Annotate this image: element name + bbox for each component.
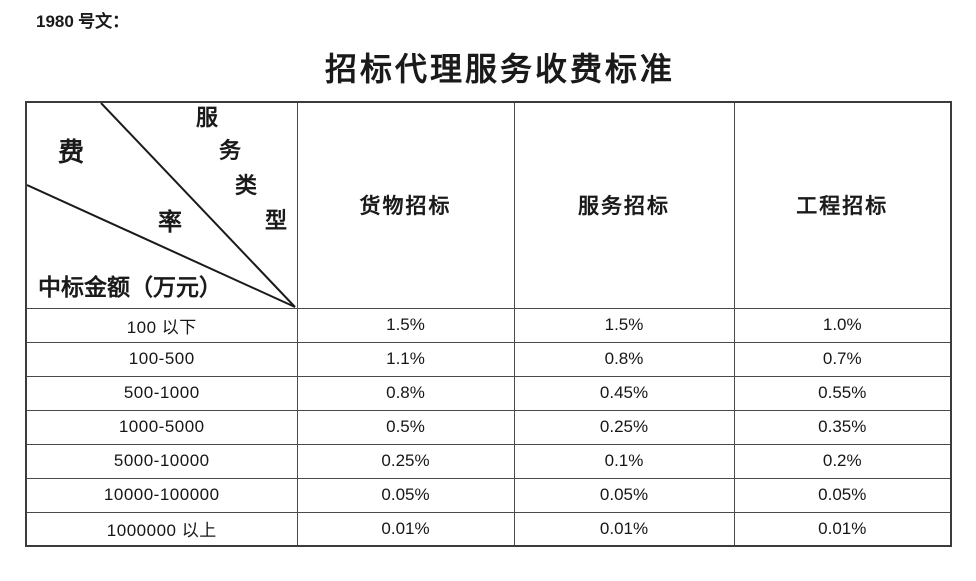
table-row: 1000000 以上 0.01% 0.01% 0.01% xyxy=(25,511,952,547)
row-label: 100 以下 xyxy=(25,307,298,343)
diagonal-divider-lines xyxy=(27,103,296,307)
corner-fee-rate-char: 率 xyxy=(158,210,182,236)
corner-service-type-char: 服 xyxy=(196,105,219,130)
row-label: 1000-5000 xyxy=(25,409,298,445)
fee-cell: 0.45% xyxy=(513,375,735,411)
fee-cell: 0.01% xyxy=(513,511,735,547)
fee-cell: 1.0% xyxy=(733,307,952,343)
fee-cell: 0.05% xyxy=(733,477,952,513)
row-label: 10000-100000 xyxy=(25,477,298,513)
corner-bid-amount-label: 中标金额（万元） xyxy=(38,275,222,300)
doc-number-suffix: 号文： xyxy=(73,12,130,31)
row-label: 500-1000 xyxy=(25,375,298,411)
fee-cell: 0.1% xyxy=(513,443,735,479)
corner-service-type-char: 型 xyxy=(265,208,288,233)
fee-cell: 0.05% xyxy=(513,477,735,513)
table-row: 100-500 1.1% 0.8% 0.7% xyxy=(25,341,952,377)
fee-cell: 0.35% xyxy=(733,409,952,445)
fee-cell: 0.5% xyxy=(296,409,515,445)
table-row: 10000-100000 0.05% 0.05% 0.05% xyxy=(25,477,952,513)
column-header-engineering: 工程招标 xyxy=(733,101,952,309)
row-label: 1000000 以上 xyxy=(25,511,298,547)
doc-number-label: 1980 号文： xyxy=(36,7,129,32)
fee-cell: 0.55% xyxy=(733,375,952,411)
fee-cell: 1.5% xyxy=(513,307,735,343)
column-header-services: 服务招标 xyxy=(513,101,735,309)
fee-cell: 1.1% xyxy=(296,341,515,377)
column-header-goods: 货物招标 xyxy=(296,101,515,309)
fee-table: 服 务 类 型 费 率 中标金额（万元） 货物招标 服务招标 工程招标 100 … xyxy=(25,101,952,547)
table-row: 1000-5000 0.5% 0.25% 0.35% xyxy=(25,409,952,445)
header-row: 服 务 类 型 费 率 中标金额（万元） 货物招标 服务招标 工程招标 xyxy=(25,101,952,309)
fee-cell: 0.2% xyxy=(733,443,952,479)
corner-service-type-char: 类 xyxy=(235,173,258,198)
fee-cell: 1.5% xyxy=(296,307,515,343)
fee-cell: 0.25% xyxy=(296,443,515,479)
fee-cell: 0.8% xyxy=(513,341,735,377)
table-row: 100 以下 1.5% 1.5% 1.0% xyxy=(25,307,952,343)
fee-cell: 0.01% xyxy=(296,511,515,547)
corner-header-cell: 服 务 类 型 费 率 中标金额（万元） xyxy=(25,101,298,309)
table-row: 500-1000 0.8% 0.45% 0.55% xyxy=(25,375,952,411)
corner-fee-rate-char: 费 xyxy=(58,138,85,167)
corner-service-type-char: 务 xyxy=(219,138,242,163)
fee-cell: 0.7% xyxy=(733,341,952,377)
row-label: 5000-10000 xyxy=(25,443,298,479)
fee-cell: 0.05% xyxy=(296,477,515,513)
fee-cell: 0.8% xyxy=(296,375,515,411)
page-title: 招标代理服务收费标准 xyxy=(324,51,675,87)
fee-cell: 0.01% xyxy=(733,511,952,547)
row-label: 100-500 xyxy=(25,341,298,377)
doc-number: 1980 xyxy=(36,12,74,31)
table-row: 5000-10000 0.25% 0.1% 0.2% xyxy=(25,443,952,479)
fee-cell: 0.25% xyxy=(513,409,735,445)
